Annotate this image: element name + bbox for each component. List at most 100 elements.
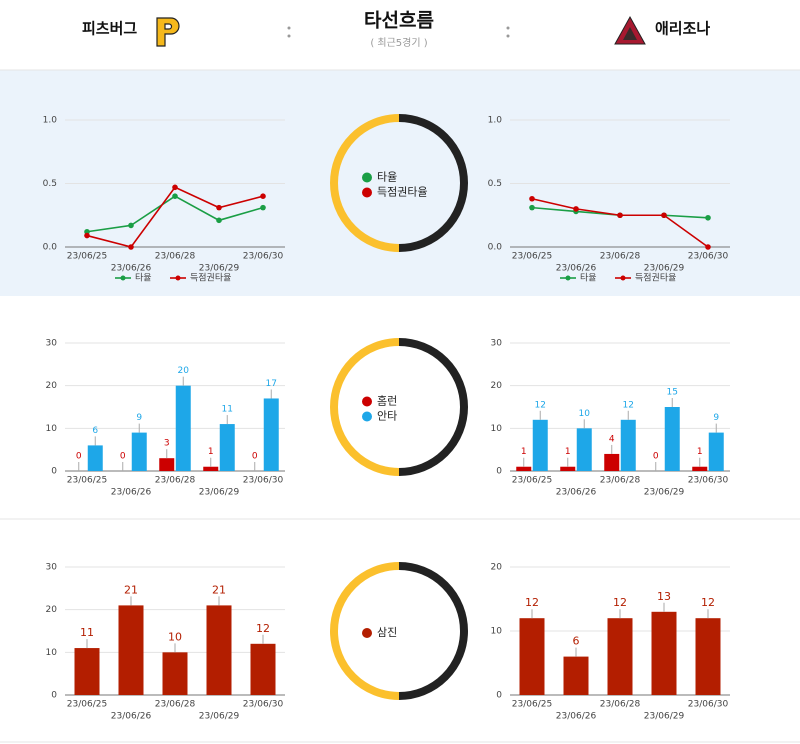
bar [250, 643, 276, 695]
y-tick-label: 0 [496, 467, 502, 477]
value-label: 6 [92, 426, 98, 436]
value-label: 12 [701, 596, 715, 609]
value-label: 13 [657, 590, 671, 603]
bar [159, 458, 175, 471]
x-tick-label: 23/06/30 [243, 476, 284, 486]
legend-dot [362, 396, 372, 407]
home-logo [156, 17, 180, 47]
page-subtitle: ( 최근5경기 ) [370, 36, 427, 49]
x-tick-label: 23/06/25 [67, 700, 107, 710]
value-label: 12 [256, 622, 270, 635]
x-tick-label: 23/06/29 [199, 264, 240, 274]
y-tick-label: 0.5 [43, 179, 57, 189]
point [573, 206, 579, 212]
legend-dot [362, 411, 372, 422]
y-tick-label: 1.0 [488, 116, 503, 126]
y-tick-label: 0.0 [488, 243, 503, 253]
point [260, 204, 266, 211]
point [260, 193, 266, 199]
y-tick-label: 30 [46, 563, 58, 573]
x-tick-label: 23/06/29 [644, 488, 685, 498]
separator-dot [506, 34, 510, 38]
value-label: 10 [168, 630, 182, 643]
value-label: 12 [525, 596, 539, 609]
y-tick-label: 0 [51, 467, 57, 477]
x-tick-label: 23/06/28 [155, 700, 196, 710]
value-label: 12 [535, 400, 546, 410]
ring-left [330, 114, 400, 252]
x-tick-label: 23/06/30 [688, 252, 729, 262]
bar [576, 428, 592, 471]
x-tick-label: 23/06/26 [111, 264, 152, 274]
bar [206, 605, 232, 695]
value-label: 9 [136, 413, 142, 423]
y-tick-label: 10 [46, 648, 58, 658]
legend-dot [362, 187, 372, 198]
point [661, 212, 667, 219]
bar [131, 432, 147, 471]
value-label: 20 [178, 366, 190, 376]
legend-label: 삼진 [377, 626, 397, 639]
y-tick-label: 10 [491, 627, 503, 637]
value-label: 11 [80, 626, 94, 639]
x-tick-label: 23/06/29 [199, 712, 240, 722]
x-tick-label: 23/06/30 [243, 700, 284, 710]
y-tick-label: 0.5 [488, 179, 502, 189]
point [84, 232, 90, 239]
x-tick-label: 23/06/29 [644, 712, 685, 722]
value-label: 17 [266, 379, 277, 389]
value-label: 6 [573, 635, 580, 648]
x-tick-label: 23/06/26 [556, 488, 597, 498]
value-label: 21 [212, 583, 226, 596]
y-tick-label: 10 [46, 424, 58, 434]
bar [532, 419, 548, 471]
bar [664, 407, 680, 471]
value-label: 15 [667, 388, 678, 398]
bar [560, 466, 576, 471]
y-tick-label: 20 [46, 605, 58, 615]
ring-left [330, 562, 400, 700]
x-tick-label: 23/06/25 [67, 252, 107, 262]
value-label: 1 [208, 447, 214, 457]
bar [708, 432, 724, 471]
value-label: 9 [713, 413, 719, 423]
bar [516, 466, 532, 471]
y-tick-label: 0.0 [43, 243, 58, 253]
legend-dot [620, 275, 626, 281]
x-tick-label: 23/06/29 [644, 264, 685, 274]
y-tick-label: 0 [496, 691, 502, 701]
x-tick-label: 23/06/30 [688, 700, 729, 710]
legend-dot [120, 275, 126, 281]
value-label: 21 [124, 583, 138, 596]
value-label: 0 [76, 452, 82, 462]
away-team: 애리조나 [655, 20, 710, 38]
legend-label: 득점권타율 [635, 272, 676, 284]
value-label: 12 [623, 400, 634, 410]
bar [519, 618, 545, 695]
legend-label: 안타 [377, 410, 397, 423]
bar [87, 445, 103, 471]
separator-dot [287, 34, 291, 38]
point [216, 204, 222, 211]
x-tick-label: 23/06/28 [600, 252, 641, 262]
x-tick-label: 23/06/26 [556, 712, 597, 722]
x-tick-label: 23/06/28 [600, 700, 641, 710]
y-tick-label: 1.0 [43, 116, 58, 126]
x-tick-label: 23/06/25 [67, 476, 107, 486]
point [216, 217, 222, 224]
x-tick-label: 23/06/28 [155, 476, 196, 486]
value-label: 11 [222, 405, 233, 415]
home-team: 피츠버그 [82, 20, 137, 38]
value-label: 10 [579, 409, 591, 419]
value-label: 1 [565, 447, 571, 457]
ring-right [398, 562, 468, 700]
point [705, 244, 711, 250]
legend-label: 홈런 [377, 394, 397, 408]
bar [74, 648, 100, 695]
legend-label: 타율 [580, 273, 597, 284]
bar [563, 656, 589, 695]
x-tick-label: 23/06/25 [512, 476, 552, 486]
page-title: 타선흐름 [364, 10, 434, 32]
bar [162, 652, 188, 695]
